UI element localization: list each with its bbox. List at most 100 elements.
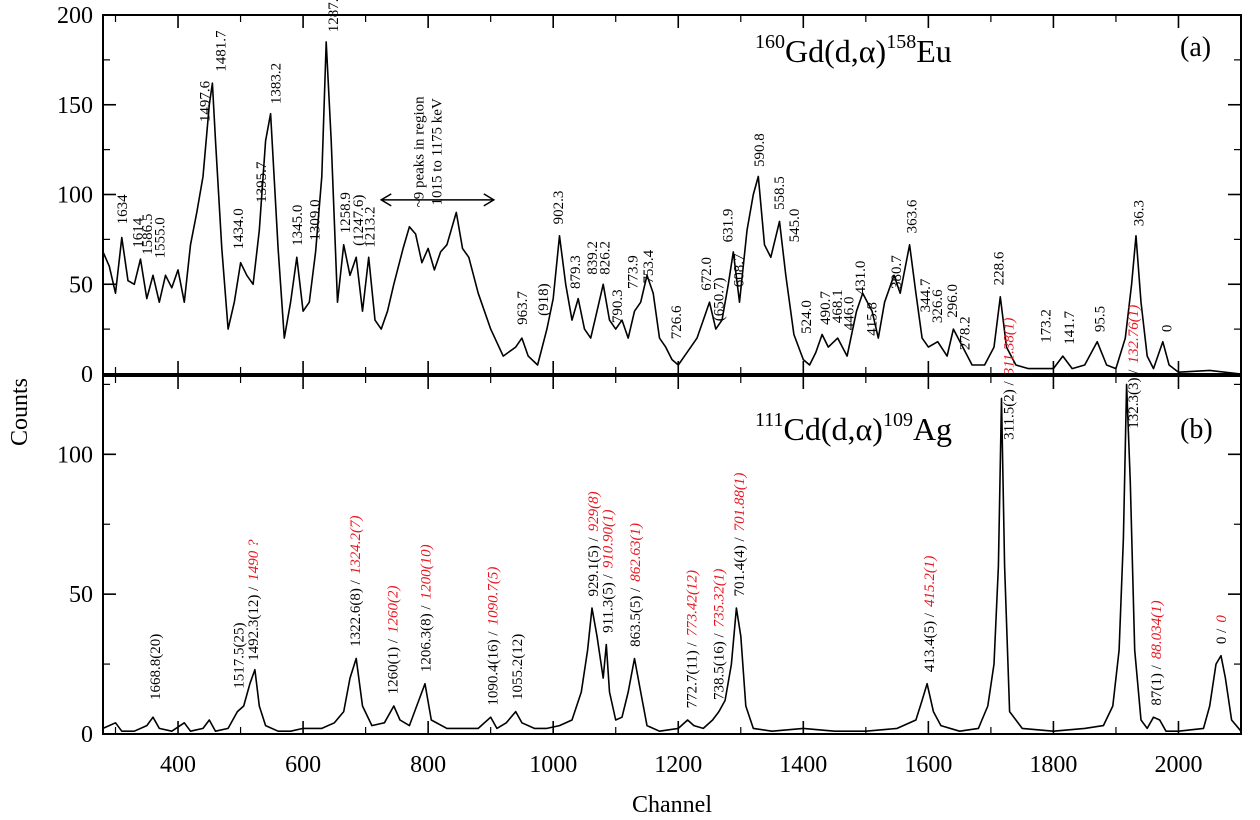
- panel-a-peak-label: 278.2: [958, 316, 974, 350]
- peak-label-measured: 1322.6(8) /: [348, 579, 364, 646]
- panel-a-peak-label: 141.7: [1062, 310, 1078, 344]
- panel-b-peak-label: 413.4(5) / 415.2(1): [922, 556, 938, 672]
- peak-label-literature: 132.76(1): [1126, 305, 1142, 364]
- panel-a-peak-label: 879.3: [568, 255, 584, 289]
- panel-b-reaction-title: 111Cd(d,α)109Ag: [755, 409, 952, 447]
- peak-label-literature: 735.32(1): [711, 569, 727, 628]
- panel-b-peak-label: 1055.2(12): [510, 634, 526, 700]
- panel-a-peak-label: 1555.0: [152, 217, 168, 258]
- panel-a-peak-label: (918): [536, 283, 552, 316]
- panel-a-peak-label: 95.5: [1093, 306, 1109, 332]
- panel-b-peak-label: 0 / 0: [1214, 615, 1230, 644]
- panel-b: 1668.8(20) 1517.5(25)1492.3(12) / 1490 ? 13…: [102, 305, 1242, 733]
- x-tick-label: 800: [410, 752, 446, 778]
- panel-b-peak-label: 929.1(5) / 929(8): [586, 491, 602, 596]
- panel-a-peak-label: 296.0: [945, 284, 961, 318]
- peak-label-literature: 88.034(1): [1149, 600, 1165, 659]
- peak-label-measured: 1492.3(12) /: [246, 586, 262, 661]
- peak-label-measured: 701.4(4) /: [732, 537, 748, 597]
- peak-label-measured: 311.5(2) /: [1001, 380, 1017, 439]
- panel-b-peak-label: 738.5(16) / 735.32(1): [711, 569, 727, 700]
- panel-a-peak-label: 753.4: [641, 249, 657, 283]
- panel-a-alpha: α: [859, 33, 876, 69]
- peak-label-measured: 929.1(5) /: [586, 537, 602, 597]
- peak-label-measured: 738.5(16) /: [711, 633, 727, 700]
- x-tick-label: 2000: [1154, 752, 1202, 778]
- panel-a-y-tick-label: 0: [81, 362, 93, 388]
- panel-b-peak-label: 1260(1) / 1260(2): [386, 585, 402, 694]
- panel-a-projectile: (d,: [824, 33, 859, 69]
- panel-b-peak-label: 1668.8(20): [148, 634, 164, 700]
- panel-a-peak-label: 902.3: [551, 191, 567, 225]
- panel-a-reaction-title: 160Gd(d,α)158Eu: [755, 31, 952, 69]
- panel-a-peak-label: 1395.7: [254, 161, 270, 203]
- panel-a-peak-label: 363.6: [905, 199, 921, 233]
- panel-a-peak-label: 790.3: [610, 289, 626, 323]
- panel-a-peak-label: 1345.0: [290, 205, 306, 246]
- peak-label-literature: 773.42(12): [684, 570, 700, 636]
- peak-label-literature: 0: [1214, 615, 1230, 623]
- panel-a-spectrum-layer: [102, 41, 1242, 375]
- peak-label-literature: 1090.7(5): [486, 567, 502, 626]
- panel-a-target-mass: 160: [755, 31, 785, 53]
- panel-a-peak-label: 1287.2: [326, 0, 342, 32]
- panel-b-peak-label: 1322.6(8) / 1324.2(7): [348, 515, 364, 646]
- region-annotation-line-1: ~9 peaks in region: [412, 96, 428, 208]
- panel-a-peak-label: 1497.6: [197, 80, 213, 122]
- panel-b-peak-label: 911.3(5) / 910.90(1): [601, 510, 617, 633]
- panel-a-peak-label: 1614: [130, 217, 146, 248]
- panel-b-y-tick-label: 50: [69, 582, 93, 608]
- panel-a-peak-label: 173.2: [1038, 309, 1054, 343]
- panel-b-residual: Ag: [913, 411, 952, 447]
- panel-a-peak-label: 446.0: [841, 297, 857, 331]
- peak-label-literature: 1490 ?: [246, 539, 262, 581]
- peak-label-measured: 87(1) /: [1149, 664, 1165, 705]
- panel-b-peak-label: 87(1) / 88.034(1): [1149, 600, 1165, 705]
- panel-b-peak-label: 863.5(5) / 862.63(1): [628, 523, 644, 647]
- peak-label-literature: 1200(10): [419, 544, 435, 599]
- peak-label-literature: 701.88(1): [732, 473, 748, 532]
- panel-b-target-mass: 111: [755, 409, 784, 431]
- y-axis-title: Counts: [7, 378, 33, 446]
- panel-b-frame: [102, 375, 1242, 735]
- panel-b-residual-mass: 109: [883, 409, 913, 431]
- region-arrowhead-left: [379, 193, 392, 207]
- x-tick-label: 600: [285, 752, 321, 778]
- panel-a-peak-label: (1247.6): [351, 195, 367, 246]
- panel-b-spectrum-layer: [102, 383, 1242, 733]
- peak-label-literature: 862.63(1): [628, 523, 644, 582]
- panel-a-peak-label: 963.7: [515, 291, 531, 325]
- panel-a-target: Gd: [785, 33, 824, 69]
- panel-b-peak-label: 311.5(2) / 311.38(1): [1001, 318, 1017, 440]
- peak-label-measured: 1206.3(8) /: [419, 605, 435, 672]
- panel-a-peak-label: 36.3: [1132, 200, 1148, 226]
- panel-b-alpha: α: [856, 411, 873, 447]
- panel-a-peak-label: 1434.0: [231, 208, 247, 249]
- peak-label-measured: 132.3(3) /: [1126, 369, 1142, 429]
- panel-a-peak-label: 839.2: [585, 241, 601, 275]
- peak-label-literature: 311.38(1): [1001, 318, 1017, 377]
- panel-a-spectrum-line: [102, 41, 1242, 375]
- x-tick-label: 1400: [779, 752, 827, 778]
- panel-a-peak-label: 773.9: [626, 255, 642, 289]
- panel-a-peak-label: 468.1: [830, 289, 846, 323]
- panel-a-residual-mass: 158: [886, 31, 916, 53]
- peak-label-measured: 413.4(5) /: [922, 612, 938, 672]
- panel-a-letter: (a): [1180, 32, 1211, 63]
- panel-b-target: Cd: [784, 411, 821, 447]
- panel-a-peak-label: 558.5: [772, 176, 788, 210]
- panel-a-peak-label: 326.6: [930, 289, 946, 323]
- panel-a-peak-label: 672.0: [699, 257, 715, 291]
- panel-a-annotation: ~9 peaks in region 1015 to 1175 keV: [379, 96, 496, 208]
- panel-a-peak-label: 726.6: [669, 305, 685, 339]
- peak-label-literature: 1324.2(7): [348, 515, 364, 574]
- peak-label-measured: 0 /: [1214, 628, 1230, 644]
- panel-a-peak-label: 1213.2: [362, 206, 378, 247]
- peak-label-literature: 415.2(1): [922, 556, 938, 607]
- panel-b-letter: (b): [1180, 414, 1213, 445]
- panel-b-spectrum-line: [102, 383, 1242, 733]
- panel-a-peak-label: 1481.7: [214, 30, 230, 72]
